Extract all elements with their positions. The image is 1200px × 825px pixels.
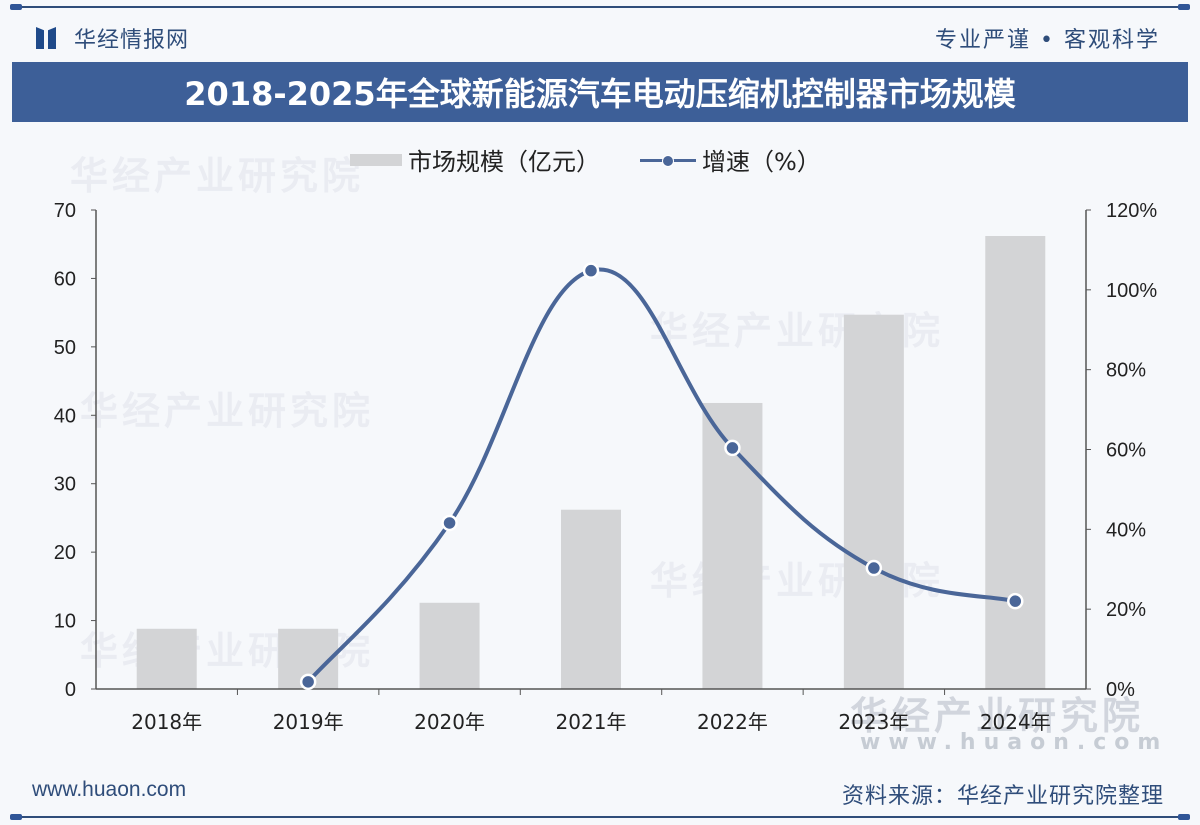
data-point — [724, 439, 741, 457]
bottom-divider — [10, 814, 1190, 820]
logo: 华经情报网 — [34, 22, 189, 54]
slogan: 专业严谨 • 客观科学 — [935, 28, 1160, 53]
legend-bar-label: 市场规模（亿元） — [408, 148, 600, 176]
left-tick-label: 20 — [54, 542, 76, 564]
footer: www.huaon.com 资料来源：华经产业研究院整理 — [0, 770, 1200, 812]
bar — [561, 509, 621, 689]
data-point — [1007, 592, 1024, 610]
right-tick-label: 80% — [1106, 360, 1146, 382]
chart-title-bar: 2018-2025年全球新能源汽车电动压缩机控制器市场规模 — [12, 62, 1188, 122]
right-tick-label: 120% — [1106, 200, 1157, 222]
legend-line-swatch — [640, 150, 696, 170]
chart-legend: 市场规模（亿元） 增速（%） — [350, 142, 821, 177]
legend-bar-swatch — [350, 153, 402, 166]
right-tick-label: 100% — [1106, 280, 1157, 302]
top-divider — [10, 4, 1190, 10]
left-tick-label: 50 — [54, 337, 76, 359]
bar — [136, 628, 197, 689]
x-tick-label: 2024年 — [980, 710, 1051, 734]
left-tick-label: 0 — [65, 679, 76, 701]
bar-series — [136, 236, 1046, 689]
x-tick-label: 2021年 — [556, 710, 627, 734]
left-tick-label: 60 — [54, 268, 76, 290]
x-tick-label: 2019年 — [273, 710, 344, 734]
growth-line — [306, 267, 1018, 684]
bar — [419, 602, 480, 689]
line-series — [299, 262, 1024, 691]
data-point — [865, 559, 883, 577]
bar — [843, 314, 904, 689]
x-tick-label: 2022年 — [697, 710, 768, 734]
left-y-axis: 0 10 20 30 40 50 60 70 — [54, 200, 97, 701]
left-tick-label: 10 — [54, 611, 76, 633]
data-point — [441, 514, 458, 532]
chart-title: 2018-2025年全球新能源汽车电动压缩机控制器市场规模 — [184, 75, 1016, 113]
x-axis: 2018年 2019年 2020年 2021年 2022年 2023年 2024年 — [96, 688, 1086, 734]
right-tick-label: 60% — [1106, 440, 1146, 462]
right-tick-label: 0% — [1106, 679, 1135, 701]
data-point — [299, 673, 317, 691]
data-point — [582, 262, 600, 279]
x-tick-label: 2023年 — [838, 710, 909, 734]
left-tick-label: 70 — [54, 200, 76, 222]
right-y-axis: 0% 20% 40% 60% 80% 100% 120% — [1085, 200, 1157, 701]
logo-icon — [34, 25, 64, 51]
bar — [985, 236, 1046, 689]
footer-source: 资料来源：华经产业研究院整理 — [841, 784, 1164, 809]
footer-url: www.huaon.com — [32, 778, 187, 801]
right-tick-label: 20% — [1106, 599, 1146, 621]
x-tick-label: 2018年 — [131, 710, 202, 734]
header: 华经情报网 专业严谨 • 客观科学 — [0, 10, 1200, 58]
right-tick-label: 40% — [1106, 519, 1146, 541]
legend-line-label: 增速（%） — [702, 148, 821, 176]
x-tick-label: 2020年 — [414, 710, 485, 734]
logo-text: 华经情报网 — [74, 28, 190, 53]
left-tick-label: 30 — [54, 474, 76, 496]
left-tick-label: 40 — [54, 405, 76, 427]
